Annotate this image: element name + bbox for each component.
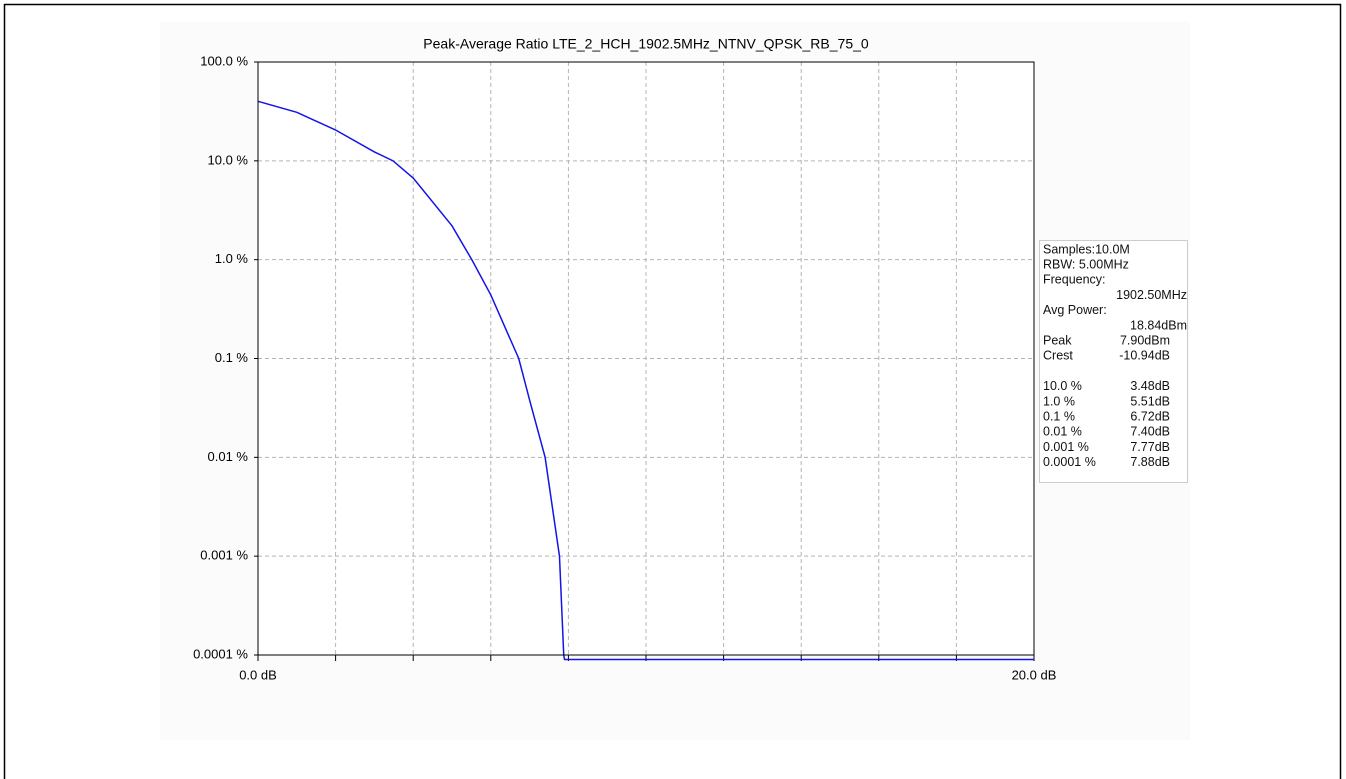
info-label: Peak [1043,333,1072,347]
plot-border [257,61,1035,656]
info-label: 1.0 % [1043,394,1075,408]
info-label: 0.0001 % [1043,455,1096,469]
y-tick-label: 1.0 % [215,251,249,266]
info-label: Frequency: [1043,273,1106,287]
info-label: RBW: 5.00MHz [1043,257,1129,271]
info-label: 0.1 % [1043,409,1075,423]
grid: 100.0 % 10.0 % 1.0 % 0.1 % 0.01 % 0.001 % 0.00… [193,53,1056,682]
series [257,100,1034,661]
y-tick-label: 0.01 % [208,449,249,464]
info-value: 3.48dB [1130,379,1170,393]
y-tick-label: 100.0 % [200,53,248,68]
x-tick-label: 0.0 dB [239,667,277,682]
info-value: -10.94dB [1119,349,1170,363]
series-line [257,100,1034,661]
info-value: 7.40dB [1130,425,1170,439]
info-value: 1902.50MHz [1116,288,1187,302]
info-frame [1039,240,1188,483]
info-label: Crest [1043,349,1073,363]
info-value: 6.72dB [1130,409,1170,423]
info-value: 7.90dBm [1120,333,1170,347]
chart-title: Peak-Average Ratio LTE_2_HCH_1902.5MHz_N… [423,36,869,52]
info-label: 10.0 % [1043,379,1082,393]
y-tick-label: 0.0001 % [193,646,248,661]
info-value: 18.84dBm [1130,318,1187,332]
info-label: Samples:10.0M [1043,242,1130,256]
frame [3,3,1342,779]
y-tick-label: 0.001 % [200,548,248,563]
y-tick-label: 10.0 % [208,152,249,167]
info-label: 0.01 % [1043,425,1082,439]
info-value: 5.51dB [1130,394,1170,408]
x-tick-label: 20.0 dB [1012,667,1057,682]
info-label: 0.001 % [1043,440,1089,454]
info-value: 7.77dB [1130,440,1170,454]
y-tick-label: 0.1 % [215,350,249,365]
info-label: Avg Power: [1043,303,1107,317]
info-value: 7.88dB [1130,455,1170,469]
